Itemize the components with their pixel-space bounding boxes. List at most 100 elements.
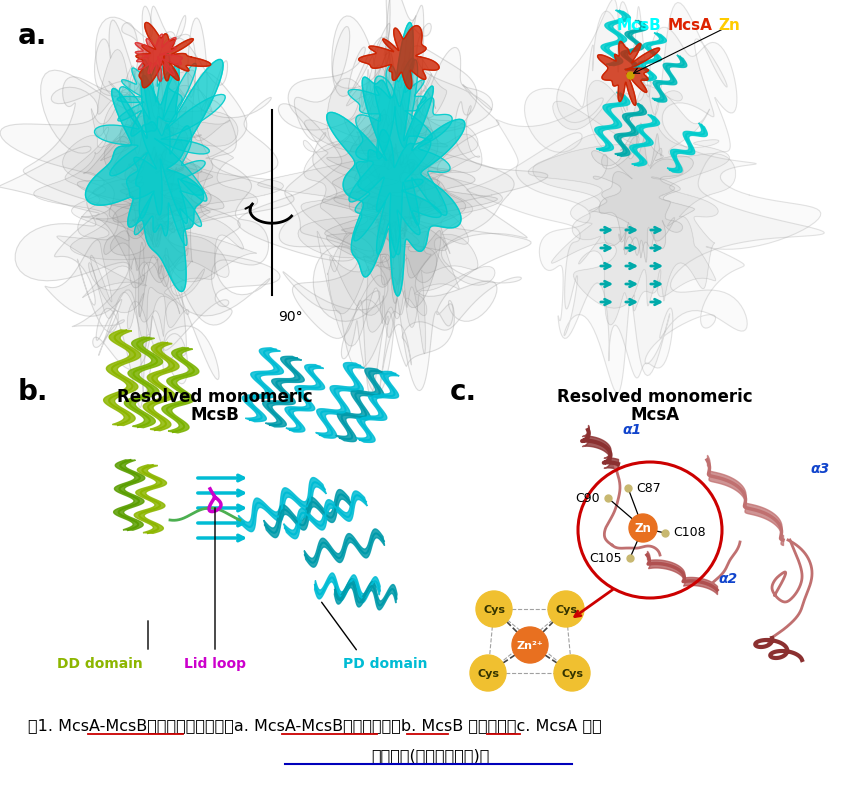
Polygon shape <box>598 41 660 105</box>
Text: Cys: Cys <box>555 605 577 615</box>
Polygon shape <box>595 93 630 151</box>
Polygon shape <box>361 144 421 243</box>
Text: 图1. McsA-McsB复合体的整体结构。a. McsA-McsB复合物结构；b. McsB 单体结构；c. McsA 部分: 图1. McsA-McsB复合体的整体结构。a. McsA-McsB复合物结构；… <box>28 718 602 733</box>
Polygon shape <box>238 478 326 532</box>
Text: c.: c. <box>450 378 477 406</box>
Polygon shape <box>356 372 399 442</box>
Polygon shape <box>614 103 647 157</box>
Polygon shape <box>110 147 184 247</box>
Polygon shape <box>304 54 502 324</box>
Polygon shape <box>126 122 206 245</box>
Polygon shape <box>0 6 278 407</box>
Polygon shape <box>34 61 283 348</box>
Polygon shape <box>262 356 304 427</box>
Text: C105: C105 <box>589 551 622 565</box>
Polygon shape <box>327 22 465 296</box>
Text: α2: α2 <box>718 572 737 586</box>
Polygon shape <box>601 10 630 66</box>
Polygon shape <box>322 90 497 308</box>
Polygon shape <box>301 37 495 332</box>
Polygon shape <box>103 330 141 426</box>
Text: C90: C90 <box>575 491 600 505</box>
Text: α3: α3 <box>810 462 829 476</box>
Text: b.: b. <box>18 378 48 406</box>
Text: C87: C87 <box>636 482 660 494</box>
Polygon shape <box>257 48 482 354</box>
Polygon shape <box>630 115 660 166</box>
Polygon shape <box>136 22 211 88</box>
Polygon shape <box>348 58 433 159</box>
Polygon shape <box>335 368 385 441</box>
Polygon shape <box>652 55 687 102</box>
Text: Resolved monomeric: Resolved monomeric <box>117 388 313 406</box>
Polygon shape <box>325 95 475 293</box>
Text: Cys: Cys <box>483 605 505 615</box>
Polygon shape <box>122 147 183 247</box>
Polygon shape <box>467 2 820 393</box>
Polygon shape <box>533 81 729 325</box>
Polygon shape <box>82 98 212 288</box>
Polygon shape <box>528 80 735 311</box>
Polygon shape <box>134 465 167 533</box>
Polygon shape <box>359 25 439 89</box>
Text: 90°: 90° <box>278 310 303 324</box>
Circle shape <box>554 655 590 691</box>
Polygon shape <box>83 89 212 317</box>
Text: McsA: McsA <box>668 18 713 33</box>
Polygon shape <box>349 59 452 258</box>
Text: Lid loop: Lid loop <box>184 657 246 671</box>
Circle shape <box>629 514 657 542</box>
Text: McsB: McsB <box>617 18 661 33</box>
Polygon shape <box>284 491 367 539</box>
Text: Cys: Cys <box>561 669 583 679</box>
Text: Resolved monomeric: Resolved monomeric <box>557 388 752 406</box>
Polygon shape <box>316 362 365 438</box>
Polygon shape <box>327 88 465 285</box>
Polygon shape <box>113 152 183 241</box>
Circle shape <box>470 655 506 691</box>
Polygon shape <box>238 16 548 393</box>
Text: 单体结构(含锌指结构域)。: 单体结构(含锌指结构域)。 <box>371 748 489 763</box>
Text: a.: a. <box>18 22 47 50</box>
Text: C108: C108 <box>673 527 705 539</box>
Polygon shape <box>135 34 182 81</box>
Polygon shape <box>243 348 284 422</box>
Polygon shape <box>335 579 397 610</box>
Polygon shape <box>285 365 324 432</box>
Polygon shape <box>638 32 666 81</box>
Polygon shape <box>593 123 695 258</box>
Text: Zn: Zn <box>635 523 651 536</box>
Circle shape <box>512 627 548 663</box>
Polygon shape <box>496 0 824 378</box>
Polygon shape <box>589 133 693 263</box>
Circle shape <box>548 591 584 627</box>
Text: Zn²⁺: Zn²⁺ <box>517 641 544 651</box>
Text: PD domain: PD domain <box>343 657 427 671</box>
Circle shape <box>476 591 512 627</box>
Text: Zn: Zn <box>718 18 740 33</box>
Polygon shape <box>264 490 351 538</box>
Polygon shape <box>65 39 258 336</box>
Polygon shape <box>95 54 225 223</box>
Polygon shape <box>304 529 384 567</box>
Polygon shape <box>621 21 648 70</box>
Text: DD domain: DD domain <box>57 657 143 671</box>
Polygon shape <box>0 6 268 394</box>
Polygon shape <box>353 130 441 255</box>
Polygon shape <box>117 65 182 136</box>
Polygon shape <box>57 44 243 335</box>
Polygon shape <box>162 347 199 433</box>
Polygon shape <box>361 147 424 241</box>
Polygon shape <box>23 23 294 384</box>
Polygon shape <box>77 107 224 282</box>
Polygon shape <box>85 59 224 292</box>
Text: α1: α1 <box>622 423 641 437</box>
Polygon shape <box>667 123 707 172</box>
Polygon shape <box>315 573 380 603</box>
Polygon shape <box>125 337 163 428</box>
Polygon shape <box>114 460 144 530</box>
Polygon shape <box>280 0 527 395</box>
Text: Cys: Cys <box>477 669 499 679</box>
Polygon shape <box>356 148 439 248</box>
Polygon shape <box>283 0 521 391</box>
